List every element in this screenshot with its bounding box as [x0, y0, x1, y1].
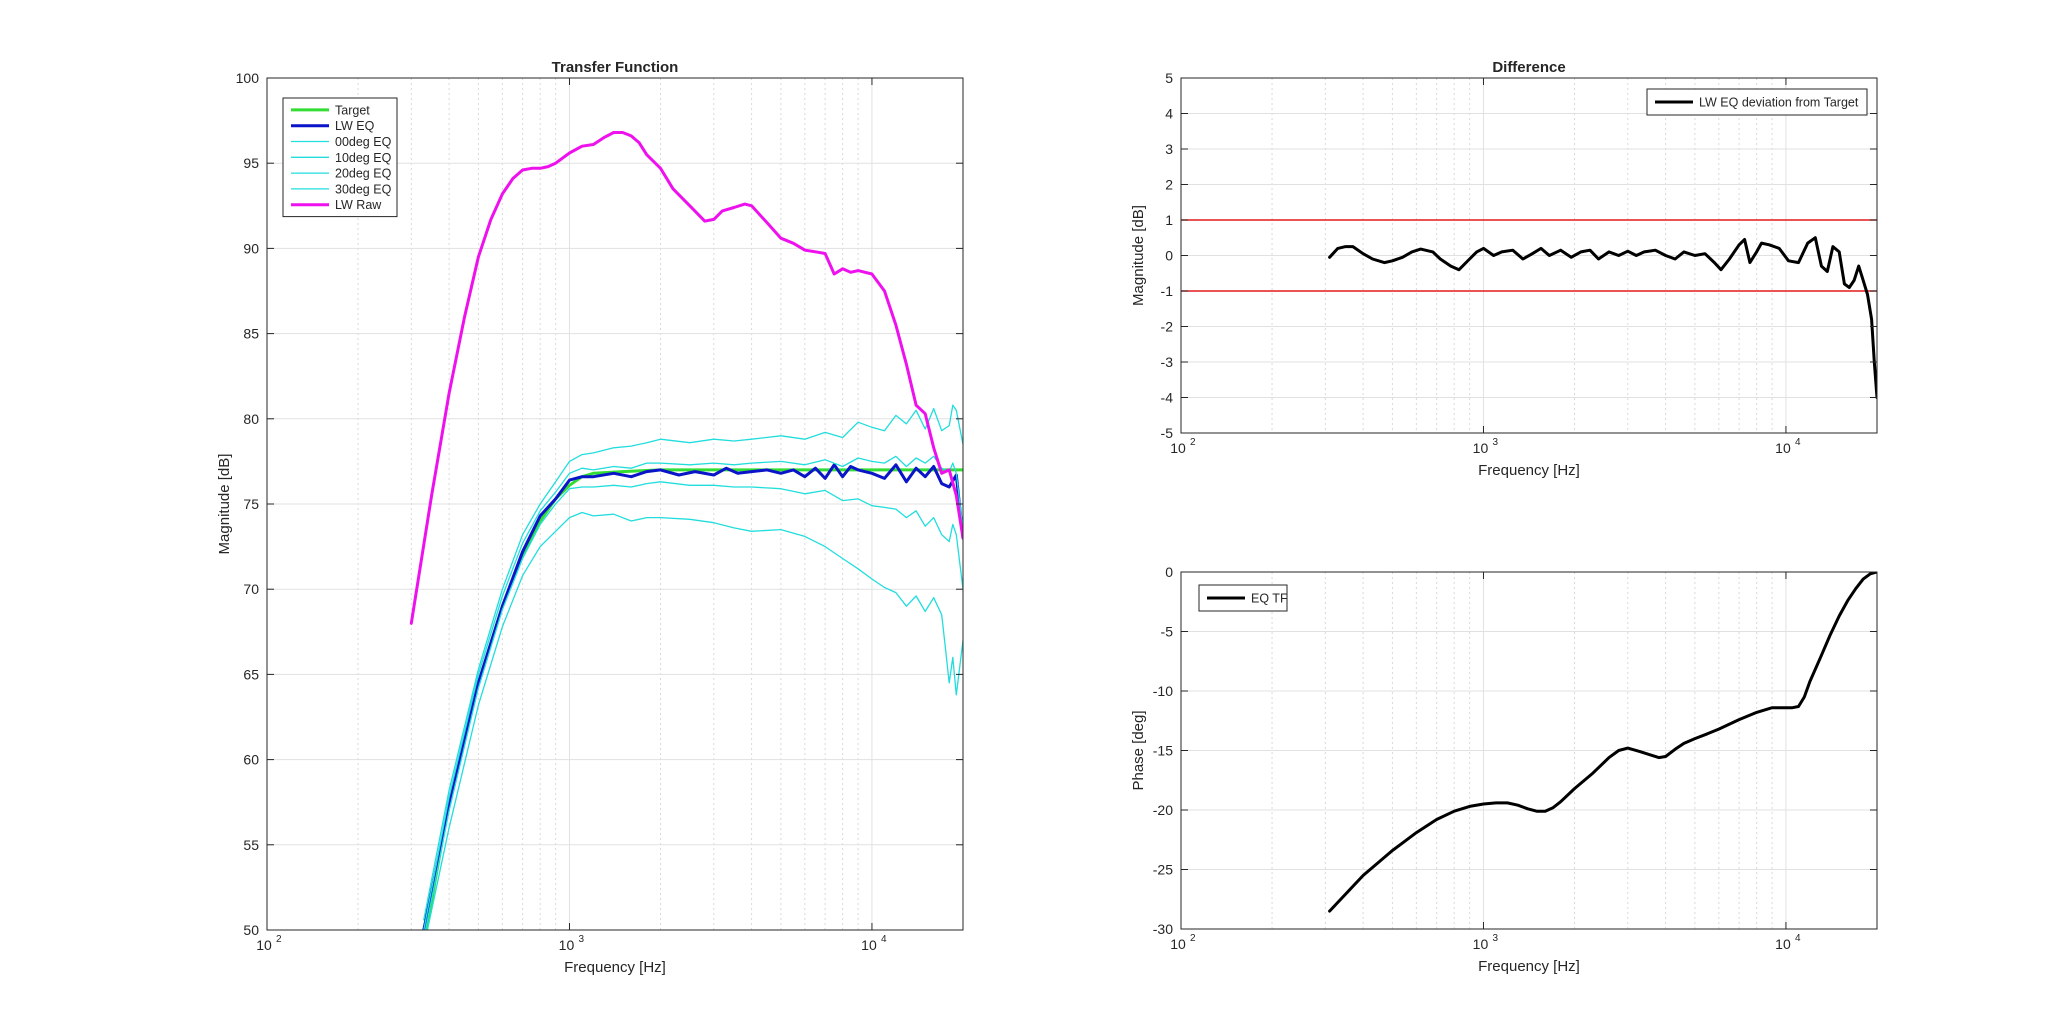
- y-tick-label: 90: [243, 240, 259, 256]
- y-tick-label: 95: [243, 155, 259, 171]
- series-group: [1328, 572, 1877, 913]
- y-tick-label: 75: [243, 496, 259, 512]
- series-group: [1328, 236, 1877, 399]
- x-tick-exponent: 4: [1795, 933, 1801, 944]
- series-line: [424, 481, 963, 930]
- legend-label: LW EQ: [335, 119, 375, 133]
- series-group: [409, 131, 963, 930]
- y-axis-label: Phase [deg]: [1130, 710, 1147, 790]
- legend-label: 20deg EQ: [335, 167, 392, 181]
- x-axis-label: Frequency [Hz]: [1478, 958, 1580, 975]
- x-tick-exponent: 3: [578, 934, 584, 945]
- legend-label: 00deg EQ: [335, 135, 392, 149]
- y-tick-label: 0: [1165, 248, 1173, 264]
- x-axis-label: Frequency [Hz]: [1478, 462, 1580, 479]
- legend-label: LW Raw: [335, 198, 382, 212]
- y-tick-label: -2: [1161, 319, 1174, 335]
- x-tick-exponent: 4: [1795, 437, 1801, 448]
- series-line: [422, 463, 963, 930]
- y-tick-label: 5: [1165, 70, 1173, 86]
- transfer-function-chart: 10 2 10 3 10 450556065707580859095100Frequenc…: [216, 59, 964, 976]
- y-tick-label: -4: [1161, 390, 1174, 406]
- x-tick-label: 10: [1775, 440, 1791, 456]
- y-tick-label: -3: [1161, 354, 1174, 370]
- y-tick-label: 1: [1165, 212, 1173, 228]
- y-tick-label: -5: [1161, 425, 1174, 441]
- y-tick-label: -20: [1153, 802, 1173, 818]
- x-axis-label: Frequency [Hz]: [564, 959, 666, 976]
- x-tick-exponent: 2: [1190, 933, 1196, 944]
- x-tick-exponent: 3: [1492, 933, 1498, 944]
- y-axis-label: Magnitude [dB]: [216, 454, 233, 555]
- series-line: [409, 131, 963, 625]
- y-tick-label: 70: [243, 581, 259, 597]
- y-tick-label: 65: [243, 666, 259, 682]
- y-tick-label: -10: [1153, 683, 1173, 699]
- y-tick-label: 85: [243, 326, 259, 342]
- x-tick-exponent: 3: [1492, 437, 1498, 448]
- x-tick-exponent: 4: [881, 934, 887, 945]
- y-tick-label: 3: [1165, 141, 1173, 157]
- x-tick-exponent: 2: [1190, 437, 1196, 448]
- y-tick-label: -30: [1153, 921, 1173, 937]
- y-tick-label: 100: [236, 70, 260, 86]
- y-tick-label: 50: [243, 922, 259, 938]
- legend: Target LW EQ 00deg EQ 10deg EQ 20deg EQ30deg…: [282, 97, 398, 218]
- legend-box: [1646, 88, 1868, 116]
- legend-label: Target: [335, 103, 370, 117]
- y-tick-label: 2: [1165, 177, 1173, 193]
- legend: LW EQ deviation from Target: [1646, 88, 1868, 116]
- series-line: [1328, 236, 1877, 399]
- y-tick-label: -5: [1161, 624, 1174, 640]
- x-tick-label: 10: [1473, 440, 1489, 456]
- y-tick-label: -25: [1153, 862, 1173, 878]
- x-tick-label: 10: [861, 937, 877, 953]
- x-tick-exponent: 2: [276, 934, 282, 945]
- y-tick-label: -15: [1153, 743, 1173, 759]
- x-tick-label: 10: [256, 937, 272, 953]
- y-tick-label: -1: [1161, 283, 1174, 299]
- series-line: [423, 455, 963, 930]
- series-line: [426, 511, 963, 930]
- chart-title: Transfer Function: [552, 59, 679, 76]
- y-tick-label: 4: [1165, 106, 1173, 122]
- legend: EQ TF: [1198, 584, 1288, 612]
- y-tick-label: 55: [243, 837, 259, 853]
- y-tick-label: 80: [243, 411, 259, 427]
- x-tick-label: 10: [1170, 936, 1186, 952]
- y-tick-label: 0: [1165, 564, 1173, 580]
- y-tick-label: 60: [243, 752, 259, 768]
- chart-title: Difference: [1492, 59, 1565, 76]
- x-tick-label: 10: [1473, 936, 1489, 952]
- x-tick-label: 10: [1775, 936, 1791, 952]
- x-tick-label: 10: [559, 937, 575, 953]
- y-axis-label: Magnitude [dB]: [1130, 205, 1147, 306]
- series-line: [1328, 572, 1877, 913]
- legend-label: 30deg EQ: [335, 182, 392, 196]
- legend-label: LW EQ deviation from Target: [1699, 96, 1859, 110]
- x-tick-label: 10: [1170, 440, 1186, 456]
- legend-label: 10deg EQ: [335, 151, 392, 165]
- legend-label: EQ TF: [1251, 592, 1288, 606]
